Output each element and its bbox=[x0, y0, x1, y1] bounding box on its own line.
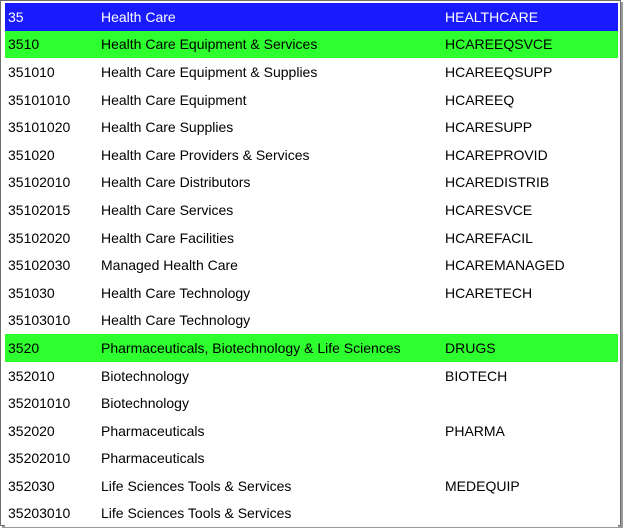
code-cell: 352020 bbox=[8, 422, 55, 439]
code-cell: 351030 bbox=[8, 284, 55, 301]
name-cell: Life Sciences Tools & Services bbox=[101, 505, 292, 522]
mnemonic-cell: HCARETECH bbox=[445, 284, 533, 301]
name-cell: Health Care Supplies bbox=[101, 119, 234, 136]
table-row: 3510 Health Care Equipment & Services HC… bbox=[5, 30, 618, 59]
table-row: 35102020 Health Care Facilities HCAREFAC… bbox=[5, 223, 618, 252]
name-cell: Health Care Distributors bbox=[101, 174, 251, 191]
mnemonic-cell: HCAREFACIL bbox=[445, 229, 533, 246]
mnemonic-cell: HCARESUPP bbox=[445, 119, 533, 136]
code-cell: 3520 bbox=[8, 339, 40, 356]
name-cell: Health Care Providers & Services bbox=[101, 146, 310, 163]
table-row: 3520 Pharmaceuticals, Biotechnology & Li… bbox=[5, 334, 618, 362]
code-cell: 35101020 bbox=[8, 119, 71, 136]
code-cell: 35102010 bbox=[8, 174, 71, 191]
name-cell: Pharmaceuticals, Biotechnology & Life Sc… bbox=[101, 339, 401, 356]
code-cell: 35203010 bbox=[8, 505, 71, 522]
name-cell: Health Care Equipment & Supplies bbox=[101, 63, 318, 80]
code-cell: 35 bbox=[8, 8, 24, 25]
code-cell: 351010 bbox=[8, 63, 55, 80]
mnemonic-cell: HEALTHCARE bbox=[445, 8, 539, 25]
name-cell: Health Care Technology bbox=[101, 312, 251, 329]
table-row: 35101020 Health Care Supplies HCARESUPP bbox=[5, 113, 618, 141]
name-cell: Health Care Services bbox=[101, 201, 234, 218]
table-row: 35101010 Health Care Equipment HCAREEQ bbox=[5, 85, 618, 114]
table-row: 35102015 Health Care Services HCARESVCE bbox=[5, 196, 618, 224]
table-row: 35202010 Pharmaceuticals bbox=[5, 444, 618, 473]
table-row: 35 Health Care HEALTHCARE bbox=[5, 3, 618, 31]
table-row: 35203010 Life Sciences Tools & Services bbox=[5, 499, 618, 528]
mnemonic-cell: PHARMA bbox=[445, 422, 505, 439]
mnemonic-cell: HCAREMANAGED bbox=[445, 257, 565, 274]
table-row: 352020 Pharmaceuticals PHARMA bbox=[5, 416, 618, 445]
classification-table: 35 Health Care HEALTHCARE 3510 Health Ca… bbox=[5, 3, 618, 528]
code-cell: 35102020 bbox=[8, 229, 71, 246]
mnemonic-cell: HCAREDISTRIB bbox=[445, 174, 550, 191]
name-cell: Pharmaceuticals bbox=[101, 422, 205, 439]
table-row: 35103010 Health Care Technology bbox=[5, 306, 618, 335]
code-cell: 35102030 bbox=[8, 257, 71, 274]
mnemonic-cell: HCAREEQSUPP bbox=[445, 63, 553, 80]
table-row: 35201010 Biotechnology bbox=[5, 389, 618, 417]
table-row: 352030 Life Sciences Tools & Services ME… bbox=[5, 472, 618, 500]
table-row: 351020 Health Care Providers & Services … bbox=[5, 140, 618, 169]
mnemonic-cell: HCAREEQ bbox=[445, 91, 515, 108]
code-cell: 352010 bbox=[8, 367, 55, 384]
mnemonic-cell: HCAREPROVID bbox=[445, 146, 548, 163]
name-cell: Managed Health Care bbox=[101, 257, 238, 274]
name-cell: Life Sciences Tools & Services bbox=[101, 477, 292, 494]
name-cell: Health Care Equipment & Services bbox=[101, 36, 318, 53]
code-cell: 35102015 bbox=[8, 201, 71, 218]
mnemonic-cell: DRUGS bbox=[445, 339, 496, 356]
table-row: 35102030 Managed Health Care HCAREMANAGE… bbox=[5, 251, 618, 279]
name-cell: Health Care Equipment bbox=[101, 91, 247, 108]
name-cell: Health Care bbox=[101, 8, 176, 25]
table-row: 351030 Health Care Technology HCARETECH bbox=[5, 278, 618, 307]
mnemonic-cell: MEDEQUIP bbox=[445, 477, 520, 494]
code-cell: 35103010 bbox=[8, 312, 71, 329]
mnemonic-cell: HCARESVCE bbox=[445, 201, 533, 218]
code-cell: 3510 bbox=[8, 36, 40, 53]
mnemonic-cell: HCAREEQSVCE bbox=[445, 36, 553, 53]
mnemonic-cell: BIOTECH bbox=[445, 367, 508, 384]
code-cell: 35201010 bbox=[8, 395, 71, 412]
name-cell: Biotechnology bbox=[101, 367, 189, 384]
table-row: 351010 Health Care Equipment & Supplies … bbox=[5, 58, 618, 86]
name-cell: Pharmaceuticals bbox=[101, 450, 205, 467]
table-row: 35102010 Health Care Distributors HCARED… bbox=[5, 168, 618, 197]
name-cell: Health Care Technology bbox=[101, 284, 251, 301]
table-row: 352010 Biotechnology BIOTECH bbox=[5, 361, 618, 390]
code-cell: 35202010 bbox=[8, 450, 71, 467]
code-cell: 352030 bbox=[8, 477, 55, 494]
code-cell: 351020 bbox=[8, 146, 55, 163]
name-cell: Health Care Facilities bbox=[101, 229, 235, 246]
name-cell: Biotechnology bbox=[101, 395, 189, 412]
code-cell: 35101010 bbox=[8, 91, 71, 108]
